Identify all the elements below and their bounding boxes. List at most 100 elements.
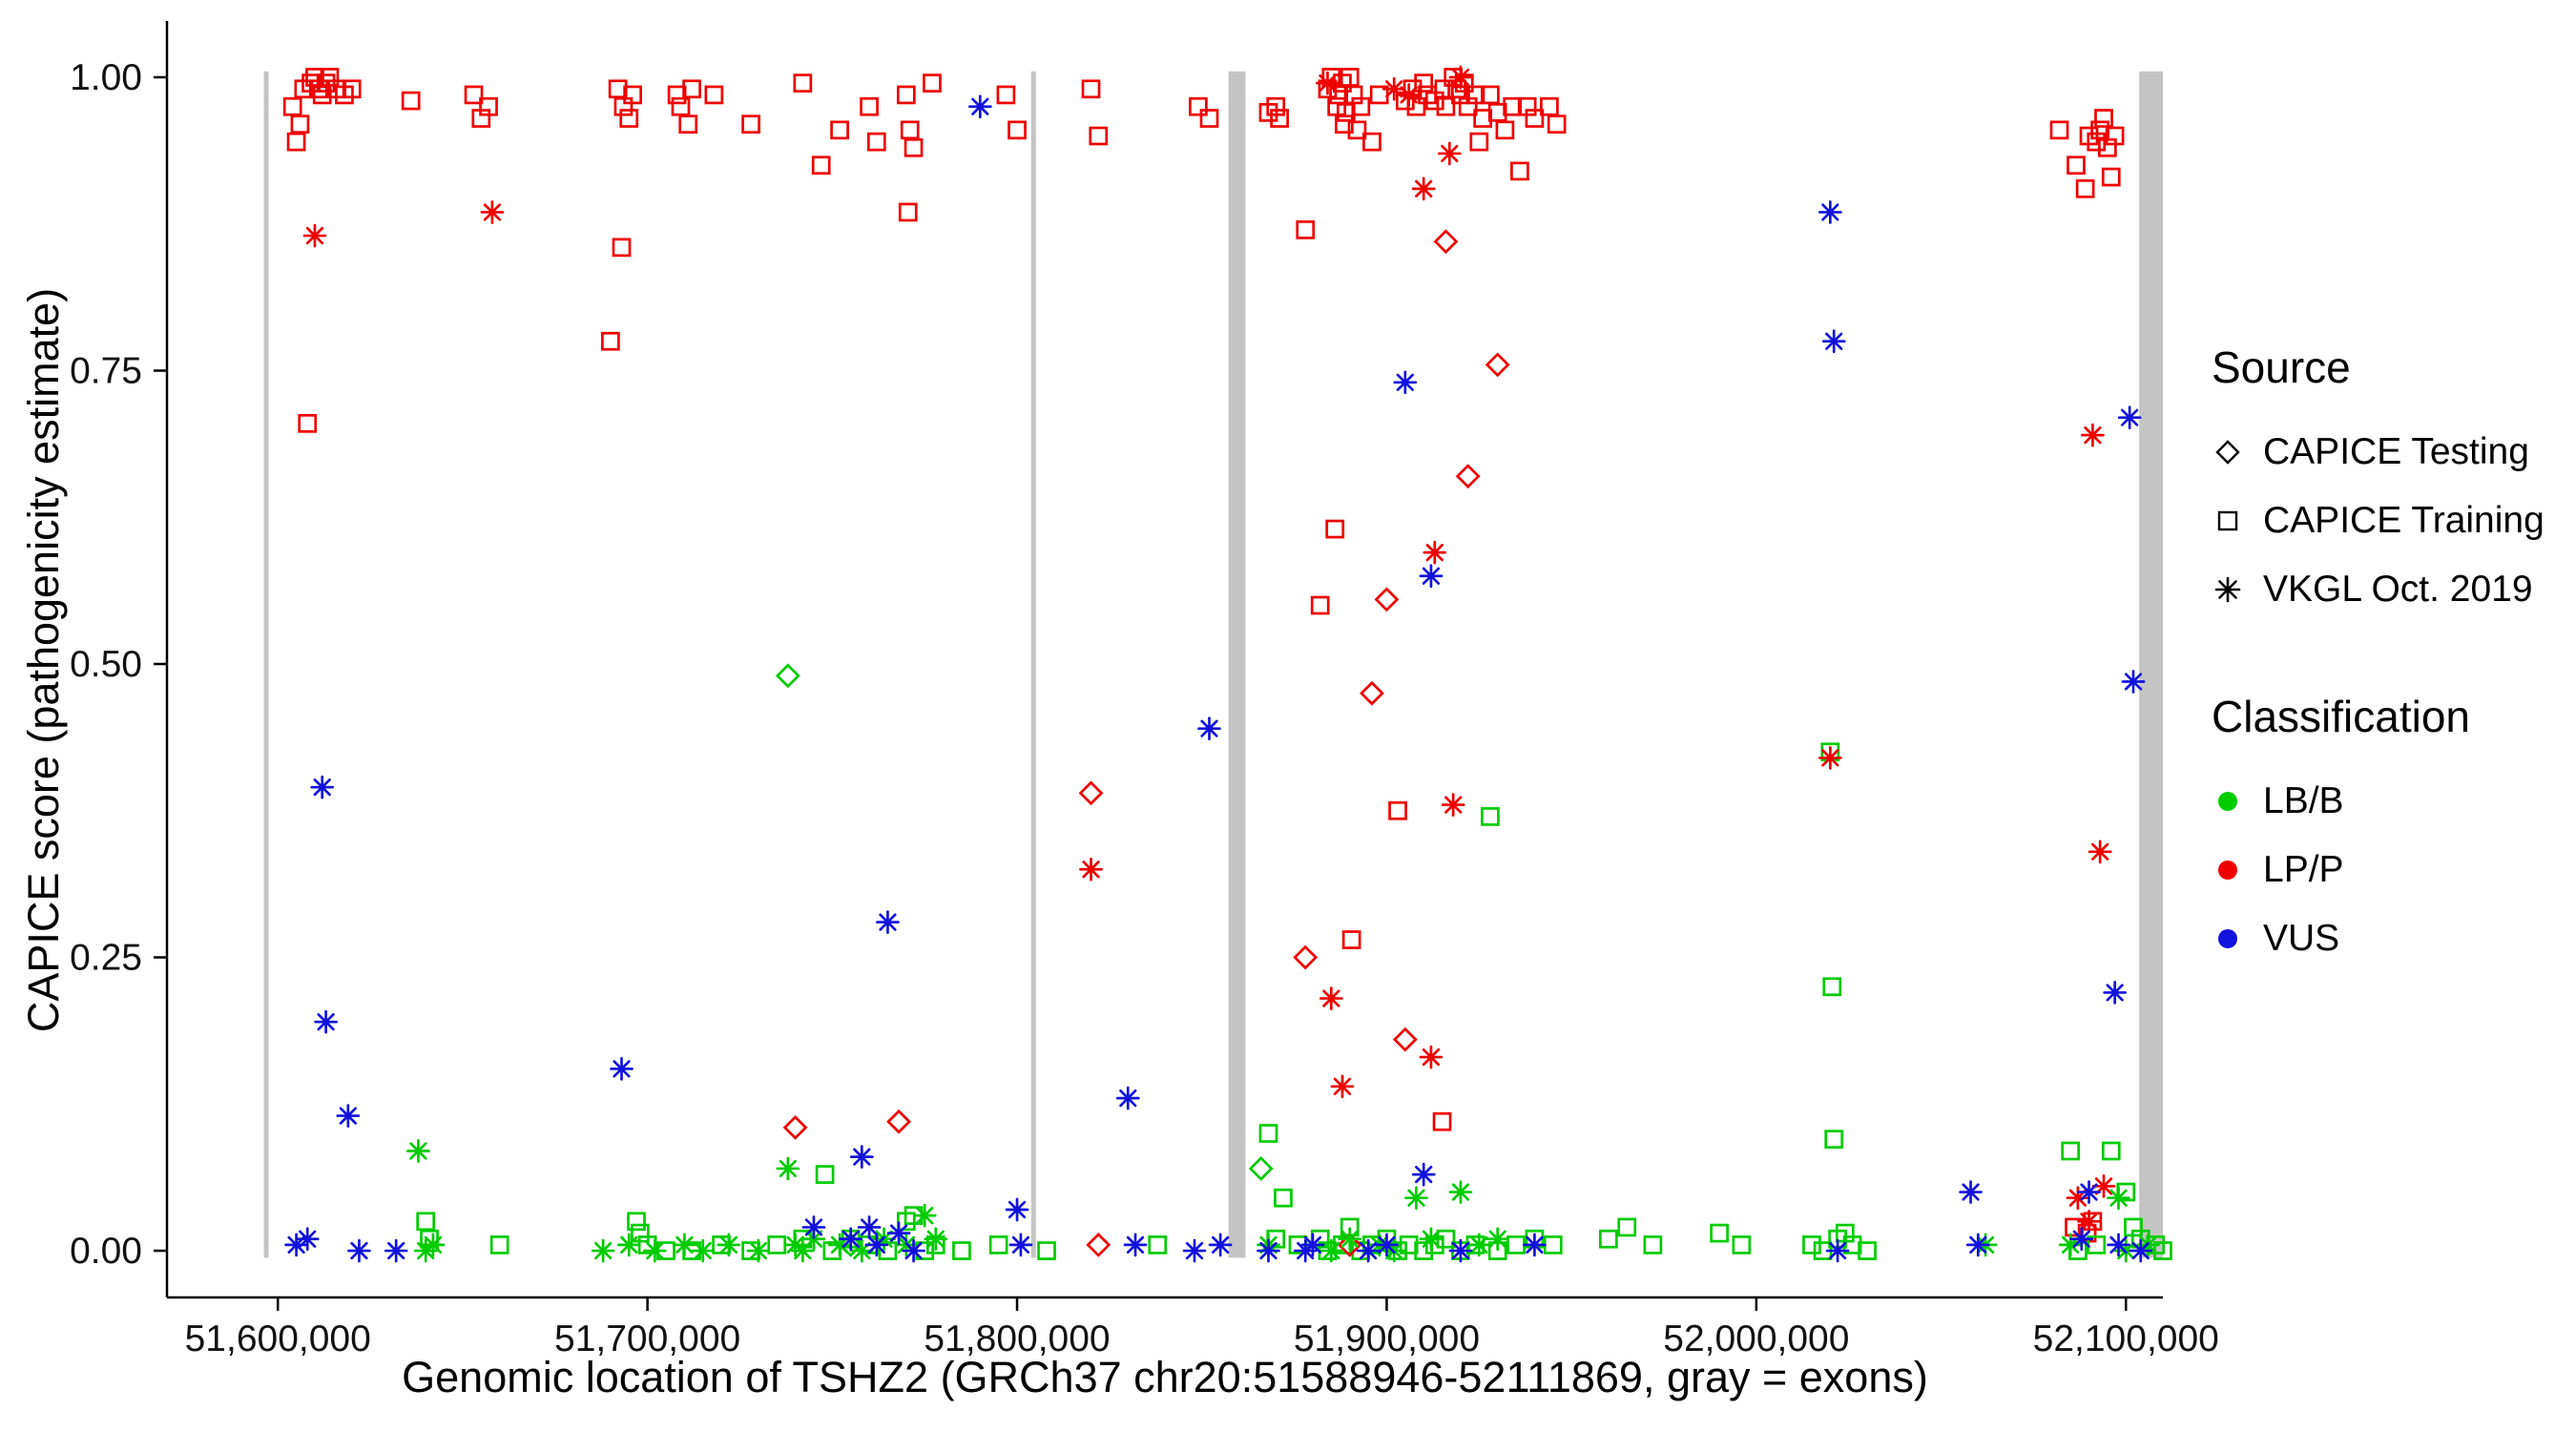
data-point-asterisk [1404, 1186, 1428, 1211]
data-point-asterisk [1005, 1197, 1029, 1222]
data-point-square [1481, 807, 1500, 826]
data-point-asterisk [1319, 1238, 1343, 1263]
vus-dot-icon [2218, 929, 2237, 948]
data-point-square [667, 85, 687, 105]
data-point-square [1081, 79, 1101, 99]
x-axis-title: Genomic location of TSHZ2 (GRCh37 chr20:… [402, 1353, 1928, 1401]
data-point-asterisk [1437, 141, 1462, 166]
data-point-asterisk [1423, 540, 1447, 565]
data-point-asterisk [336, 1104, 361, 1128]
data-point-square [1008, 120, 1027, 140]
data-point-square [1487, 103, 1507, 122]
data-point-square [1481, 85, 1500, 105]
data-point-square [2090, 120, 2109, 140]
data-point-square [612, 238, 632, 258]
data-point-square [401, 91, 421, 111]
data-point-square [830, 120, 849, 140]
data-point-asterisk [2077, 1209, 2101, 1234]
data-point-square [1148, 1235, 1168, 1255]
data-point-square [1335, 114, 1354, 135]
data-point-square [1732, 1235, 1752, 1255]
data-point-asterisk [1197, 716, 1221, 741]
data-point-asterisk [1319, 986, 1343, 1010]
legend: Source CAPICE Testing CAPICE Training [2212, 342, 2565, 1040]
data-point-asterisk [1411, 176, 1436, 201]
data-point-square [1414, 73, 1434, 93]
data-point-asterisk [827, 1233, 852, 1257]
data-point-square [416, 1212, 436, 1232]
data-point-asterisk [347, 1238, 371, 1263]
data-point-asterisk [616, 1233, 641, 1257]
data-point-asterisk [591, 1238, 615, 1263]
data-point-square [1336, 103, 1356, 122]
x-tick-label: 51,600,000 [185, 1318, 371, 1359]
data-point-square [741, 114, 760, 135]
lbb-dot-icon [2218, 792, 2237, 811]
data-point-asterisk [2129, 1238, 2153, 1263]
data-point-square [1351, 96, 1371, 116]
data-point-square [1089, 126, 1109, 146]
data-point-square [767, 1235, 787, 1255]
data-point-square [2067, 156, 2086, 176]
data-point-asterisk [480, 200, 505, 224]
data-point-square [815, 1165, 835, 1184]
data-point-square [1325, 519, 1345, 539]
data-point-square [896, 85, 916, 105]
data-point-diamond [1392, 1027, 1418, 1052]
data-point-square [1037, 1241, 1056, 1260]
data-point-asterisk [1965, 1233, 1990, 1257]
exon-bar [263, 71, 269, 1258]
data-point-square [1543, 1235, 1563, 1255]
data-point-diamond [782, 1114, 808, 1140]
data-point-asterisk [1466, 1233, 1491, 1257]
data-point-square [866, 132, 886, 152]
data-point-asterisk [2091, 1174, 2116, 1198]
data-point-square [1495, 120, 1515, 140]
data-point-square [2101, 167, 2121, 187]
data-point-square [286, 132, 306, 152]
data-point-asterisk [1419, 1227, 1444, 1252]
data-point-diamond [1337, 1232, 1362, 1257]
data-point-asterisk [314, 1009, 338, 1034]
data-point-square [2087, 132, 2107, 152]
data-point-asterisk [864, 1233, 889, 1257]
x-tick-label: 52,100,000 [2033, 1318, 2219, 1359]
legend-item-label: CAPICE Training [2263, 500, 2545, 541]
data-point-square [1258, 1124, 1278, 1143]
data-point-asterisk [1818, 200, 1842, 224]
data-point-asterisk [1959, 1180, 1983, 1204]
data-point-square [2105, 126, 2125, 146]
data-point-square [1329, 85, 1348, 105]
data-point-square [342, 79, 362, 99]
data-point-diamond [886, 1109, 911, 1134]
data-point-asterisk [1448, 65, 1473, 90]
data-point-asterisk [2081, 423, 2105, 447]
data-point-square [1643, 1235, 1663, 1255]
data-point-asterisk [1356, 1238, 1381, 1263]
y-tick-label: 0.00 [70, 1231, 142, 1272]
data-point-square [1473, 109, 1493, 128]
data-point-asterisk [776, 1156, 800, 1181]
data-point-diamond [775, 663, 800, 689]
data-point-asterisk [2121, 670, 2146, 694]
data-point-asterisk [421, 1233, 446, 1257]
data-point-square [671, 96, 691, 116]
legend-item-label: LB/B [2263, 780, 2344, 821]
exon-bar [2139, 71, 2163, 1258]
data-point-square [1432, 1111, 1452, 1131]
data-point-square [1503, 96, 1523, 116]
data-point-asterisk [1825, 1238, 1850, 1263]
data-point-square [464, 85, 484, 105]
data-point-square [1406, 96, 1426, 116]
y-tick-label: 1.00 [70, 57, 142, 98]
data-point-asterisk [284, 1233, 308, 1257]
data-point-square [923, 73, 942, 93]
data-point-square [1310, 595, 1330, 615]
data-point-diamond [1455, 464, 1481, 489]
legend-item-capice-training: CAPICE Training [2212, 487, 2565, 555]
data-point-diamond [1485, 352, 1510, 378]
data-point-square [678, 114, 698, 135]
data-point-square [2075, 178, 2095, 198]
data-point-diamond [1360, 680, 1384, 706]
